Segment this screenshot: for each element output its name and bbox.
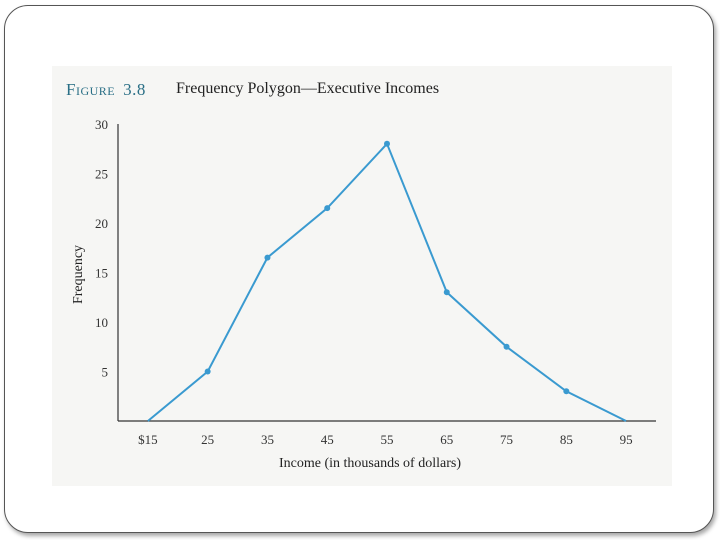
series-line <box>147 141 627 422</box>
data-point <box>503 343 510 350</box>
chart-axes <box>117 124 656 422</box>
x-tick-label: 75 <box>500 432 513 447</box>
x-tick-label: 35 <box>261 432 274 447</box>
y-axis-title: Frequency <box>71 245 86 304</box>
figure-number: 3.8 <box>123 80 146 99</box>
y-tick-label: 30 <box>95 117 108 132</box>
data-point <box>443 289 450 296</box>
data-point <box>264 254 271 261</box>
axis-titles: Income (in thousands of dollars) Frequenc… <box>71 245 461 471</box>
y-tick-label: 5 <box>102 365 109 380</box>
x-tick-label: 55 <box>381 432 394 447</box>
y-axis-ticks: 5 10 15 20 25 30 <box>95 117 108 380</box>
x-tick-label: 65 <box>440 432 453 447</box>
figure-label-word: Figure <box>66 80 116 99</box>
y-tick-label: 15 <box>95 266 108 281</box>
x-tick-label: 85 <box>560 432 573 447</box>
series-layer <box>147 140 627 422</box>
figure-title: Frequency Polygon—Executive Incomes <box>176 80 440 97</box>
data-point <box>324 205 331 212</box>
data-point <box>384 140 390 147</box>
x-tick-label: 45 <box>321 432 334 447</box>
x-tick-label: 25 <box>201 432 214 447</box>
x-axis-ticks: $15 25 35 45 55 65 75 85 95 <box>138 432 632 447</box>
figure-label: Figure 3.8 <box>66 80 146 100</box>
data-point <box>204 368 211 375</box>
data-point <box>563 388 570 395</box>
y-tick-label: 20 <box>95 216 108 231</box>
x-axis-title: Income (in thousands of dollars) <box>279 456 461 471</box>
y-tick-label: 10 <box>95 315 108 330</box>
y-tick-label: 25 <box>95 167 108 182</box>
x-tick-label: 95 <box>620 432 633 447</box>
x-tick-label: $15 <box>138 432 158 447</box>
